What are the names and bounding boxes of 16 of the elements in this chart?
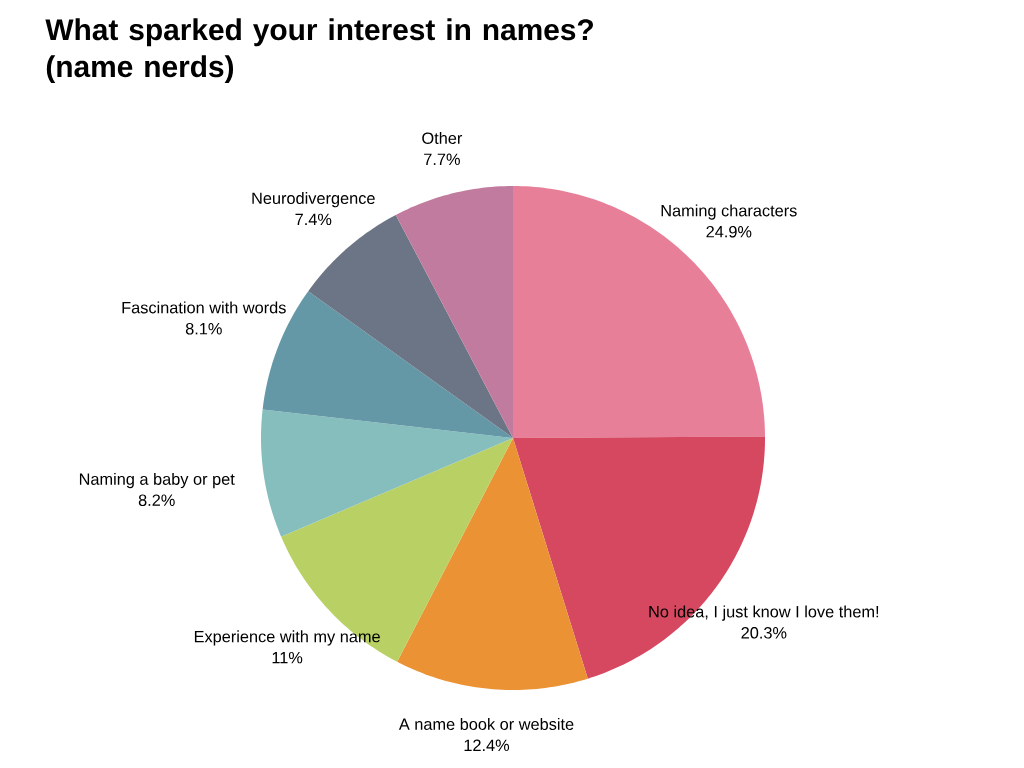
data-label: 24.9% xyxy=(706,225,752,238)
data-label: 8.2% xyxy=(138,494,175,506)
slice-label: A name book or website xyxy=(398,717,574,730)
slice-label: Fascination with words xyxy=(122,301,286,314)
data-label: 7.4% xyxy=(295,213,332,226)
slice-label: Neurodivergence xyxy=(252,192,375,208)
data-label: 12.4% xyxy=(464,739,510,751)
slice-label: Naming characters xyxy=(661,204,797,220)
data-label: 8.1% xyxy=(185,322,222,335)
data-label: 11% xyxy=(272,651,303,664)
chart-title: What sparked your interest in names? (name nerds) xyxy=(45,18,593,84)
slice-label: Naming a baby or pet xyxy=(79,472,235,489)
data-label: 20.3% xyxy=(741,627,787,639)
slice-label: Experience with my name xyxy=(194,630,380,646)
data-label: 7.7% xyxy=(424,153,460,165)
slice-label: Other xyxy=(422,131,463,144)
